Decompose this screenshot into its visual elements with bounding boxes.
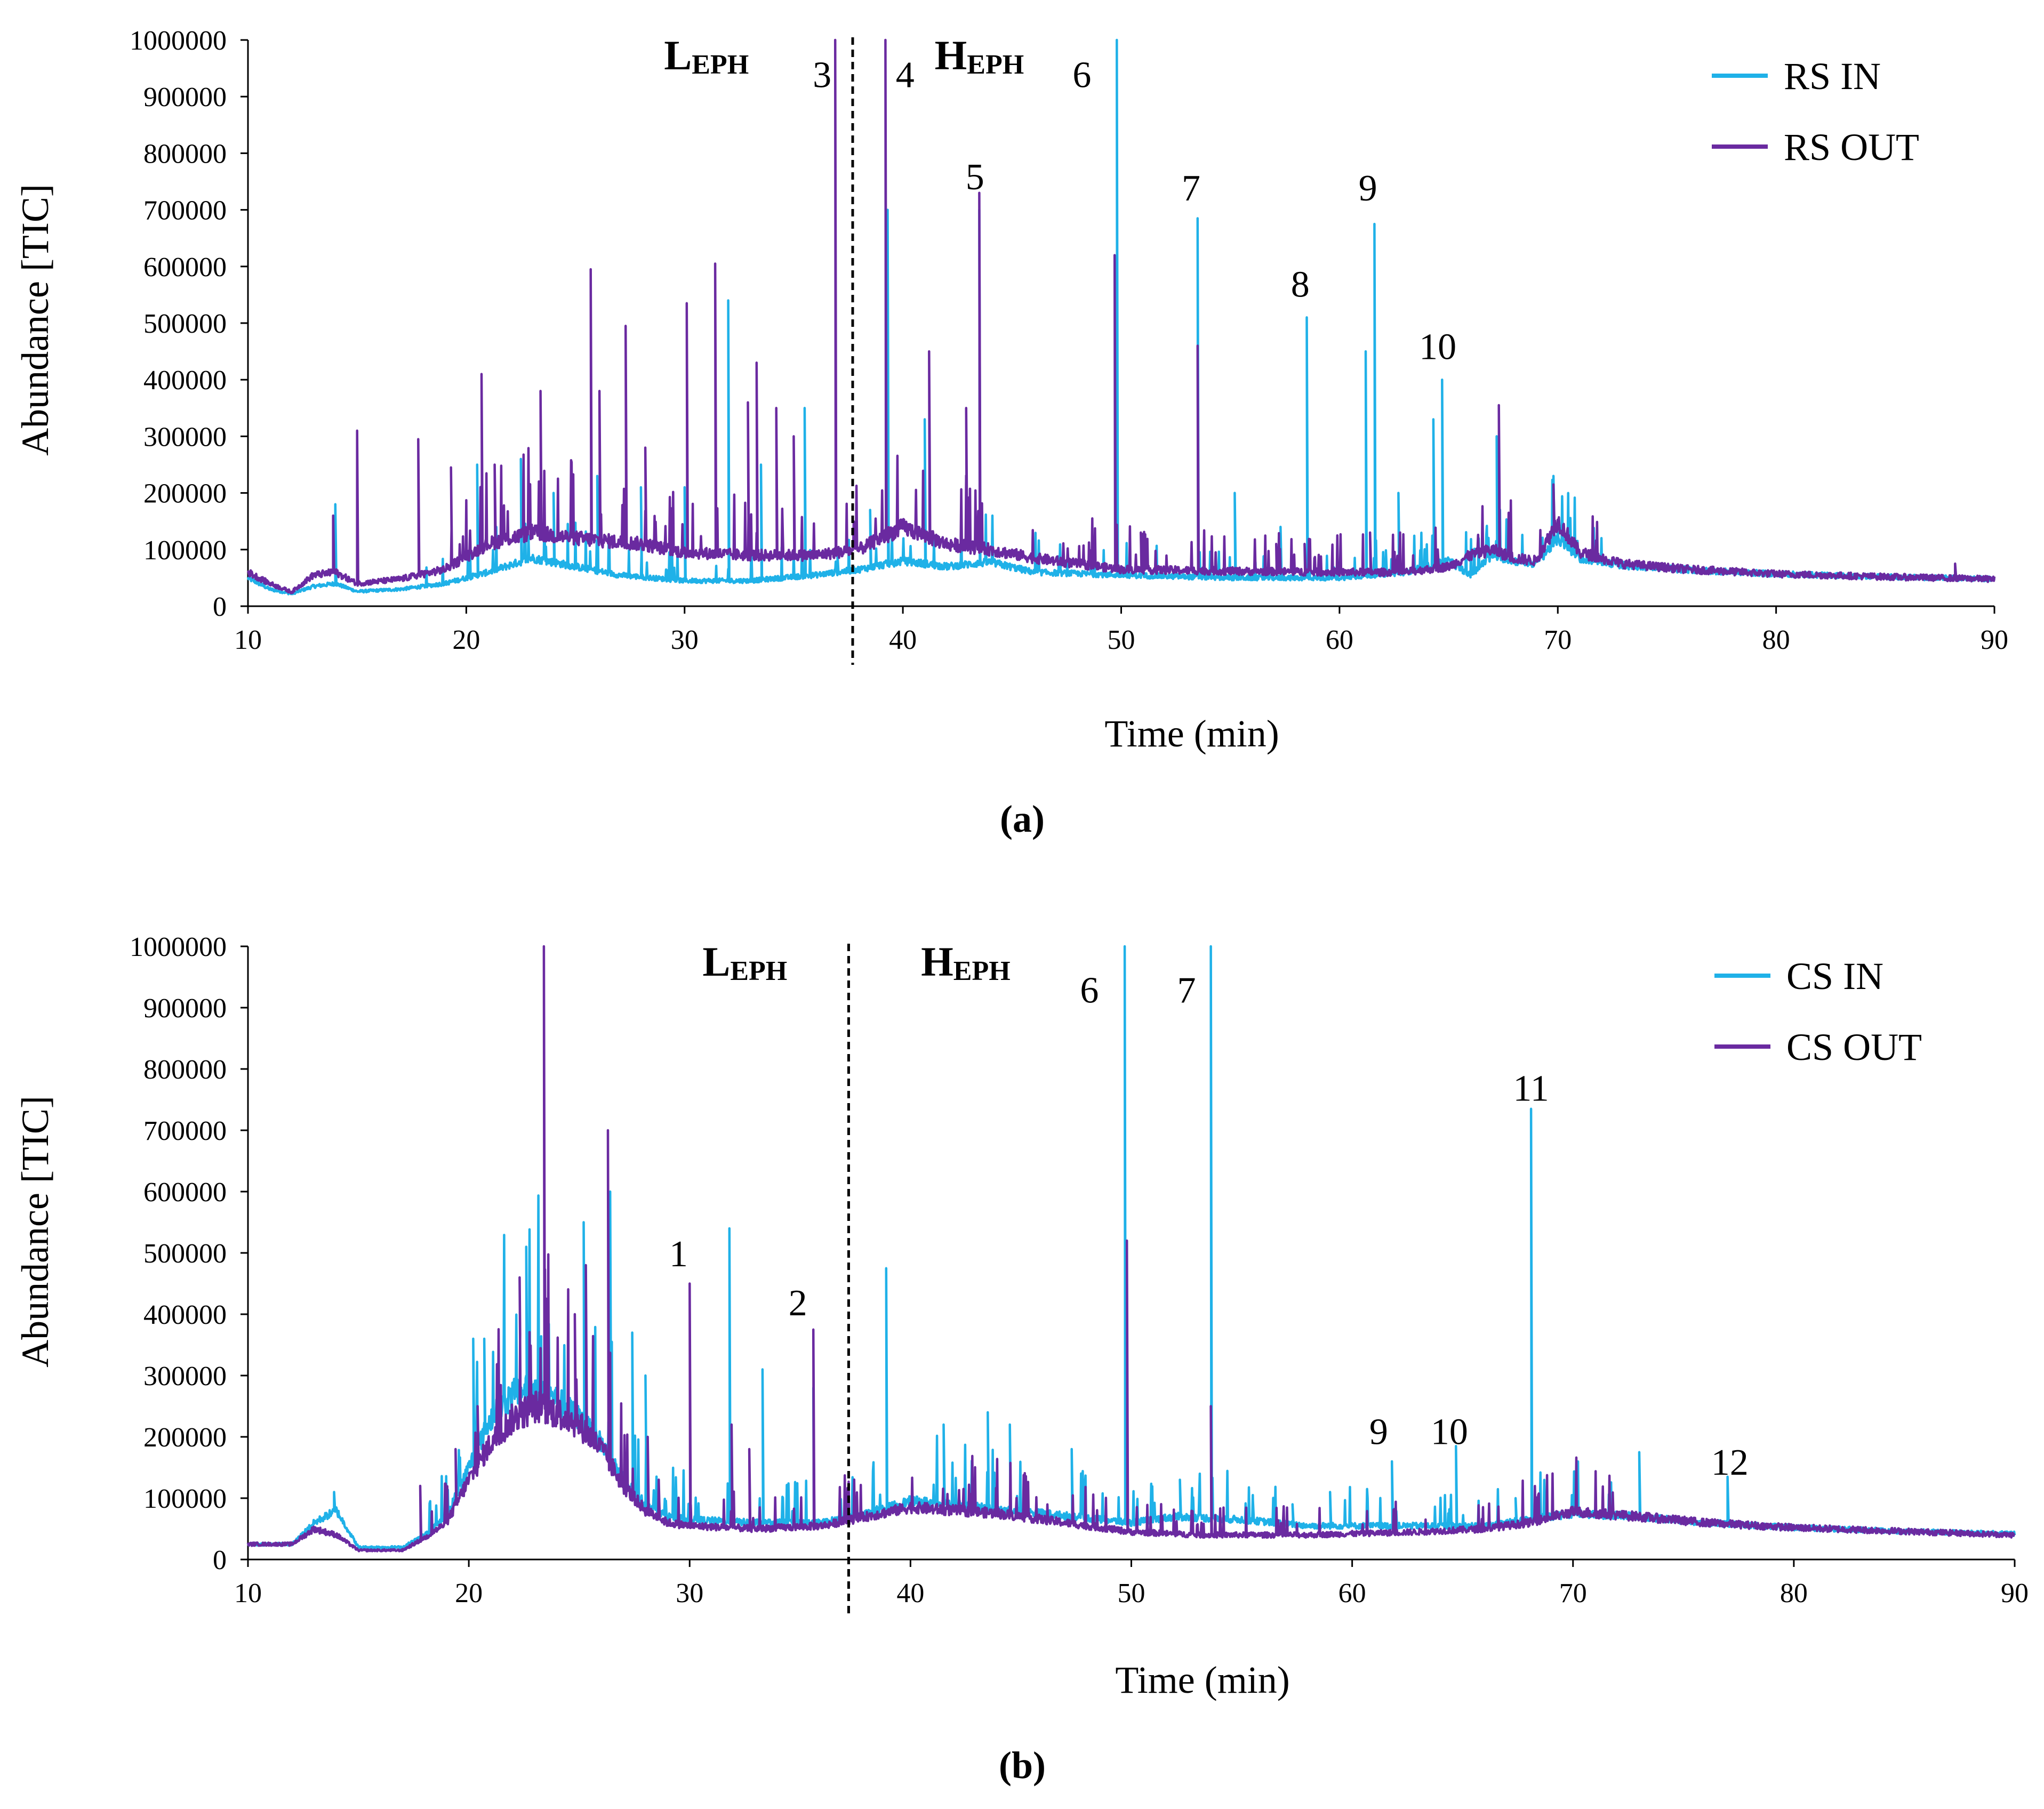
region-label-l-a: LEPH: [664, 32, 749, 80]
legend-label-in-a: RS IN: [1784, 55, 1881, 98]
x-tick-label-b: 70: [1559, 1578, 1587, 1609]
y-tick-label-a: 500000: [143, 309, 227, 339]
peak-label-6-a: 6: [1072, 55, 1091, 96]
chart-panel-b: 0 100000 200000 300000 400000 500000 600000 700…: [14, 932, 2029, 1787]
chart-panel-a: 0 100000 200000 300000 400000 500000 600000 700…: [14, 26, 2008, 840]
y-tick-label-b: 400000: [143, 1300, 227, 1330]
region-label-h-a: HEPH: [935, 32, 1024, 80]
y-tick-label-b: 0: [213, 1545, 227, 1575]
y-tick-label-b: 200000: [143, 1422, 227, 1453]
y-tick-label-b: 600000: [143, 1177, 227, 1208]
series-line-out-b: [246, 945, 2016, 1553]
x-tick-label-b: 30: [676, 1578, 703, 1609]
panel-label-b: (b): [999, 1744, 1046, 1787]
panel-label-a: (a): [1000, 798, 1045, 840]
peak-label-7-b: 7: [1177, 970, 1196, 1011]
peak-label-1-b: 1: [669, 1234, 688, 1275]
x-tick-label-b: 80: [1780, 1578, 1808, 1609]
peak-label-4-a: 4: [896, 55, 915, 96]
y-tick-label-a: 800000: [143, 139, 227, 169]
x-tick-label-a: 80: [1762, 625, 1790, 655]
region-label-l-b: LEPH: [702, 938, 787, 986]
x-tick-label-b: 60: [1338, 1578, 1366, 1609]
y-tick-label-b: 800000: [143, 1055, 227, 1085]
y-tick-label-b: 100000: [143, 1484, 227, 1514]
y-tick-label-a: 0: [213, 592, 227, 622]
y-tick-label-a: 100000: [143, 535, 227, 566]
peak-label-5-a: 5: [966, 157, 984, 198]
y-tick-label-a: 400000: [143, 365, 227, 396]
x-tick-label-a: 60: [1326, 625, 1353, 655]
y-tick-label-a: 300000: [143, 422, 227, 452]
x-axis-title-a: Time (min): [1104, 712, 1279, 755]
region-label-h-b: HEPH: [921, 938, 1011, 986]
peak-label-6-b: 6: [1080, 970, 1099, 1011]
y-tick-label-a: 700000: [143, 196, 227, 226]
y-axis-title-b: Abundance [TIC]: [14, 1096, 57, 1368]
x-tick-label-a: 50: [1108, 625, 1135, 655]
y-tick-label-b: 1000000: [130, 932, 227, 962]
peak-label-9-b: 9: [1369, 1412, 1388, 1453]
peak-label-9-a: 9: [1359, 168, 1377, 209]
y-tick-label-b: 900000: [143, 993, 227, 1024]
y-tick-label-a: 900000: [143, 82, 227, 112]
x-tick-label-a: 30: [671, 625, 699, 655]
x-tick-label-b: 10: [234, 1578, 262, 1609]
x-tick-label-b: 50: [1118, 1578, 1145, 1609]
x-tick-label-b: 20: [455, 1578, 483, 1609]
x-tick-label-a: 20: [452, 625, 480, 655]
x-tick-label-a: 40: [889, 625, 917, 655]
peak-label-10-b: 10: [1431, 1412, 1468, 1453]
x-axis-title-b: Time (min): [1115, 1659, 1289, 1701]
peak-label-2-b: 2: [789, 1283, 807, 1324]
legend-a: RS IN RS OUT: [1712, 55, 1919, 168]
legend-label-out-b: CS OUT: [1786, 1026, 1922, 1068]
x-tick-label-a: 10: [234, 625, 262, 655]
peak-label-3-a: 3: [813, 55, 831, 96]
y-tick-label-a: 200000: [143, 479, 227, 509]
plot-area-b: 0 100000 200000 300000 400000 500000 600000 700…: [130, 932, 2029, 1618]
peak-label-10-a: 10: [1419, 326, 1456, 367]
x-tick-label-b: 40: [896, 1578, 924, 1609]
y-axis-title-a: Abundance [TIC]: [14, 184, 57, 456]
plot-area-a: 0 100000 200000 300000 400000 500000 600000 700…: [130, 26, 2008, 665]
peak-label-12-b: 12: [1711, 1442, 1749, 1483]
series-line-out-a: [246, 38, 1996, 594]
x-tick-label-a: 70: [1544, 625, 1572, 655]
x-tick-label-b: 90: [2001, 1578, 2029, 1609]
peak-label-8-a: 8: [1291, 264, 1310, 305]
y-tick-label-a: 600000: [143, 252, 227, 283]
legend-label-in-b: CS IN: [1786, 955, 1883, 998]
y-tick-label-b: 500000: [143, 1239, 227, 1269]
y-tick-label-a: 1000000: [130, 26, 227, 56]
legend-label-out-a: RS OUT: [1784, 126, 1919, 168]
peak-label-11-b: 11: [1513, 1068, 1549, 1109]
x-tick-label-a: 90: [1981, 625, 2008, 655]
y-tick-label-b: 300000: [143, 1361, 227, 1392]
legend-b: CS IN CS OUT: [1714, 955, 1922, 1068]
y-tick-label-b: 700000: [143, 1116, 227, 1146]
peak-label-7-a: 7: [1182, 168, 1200, 209]
